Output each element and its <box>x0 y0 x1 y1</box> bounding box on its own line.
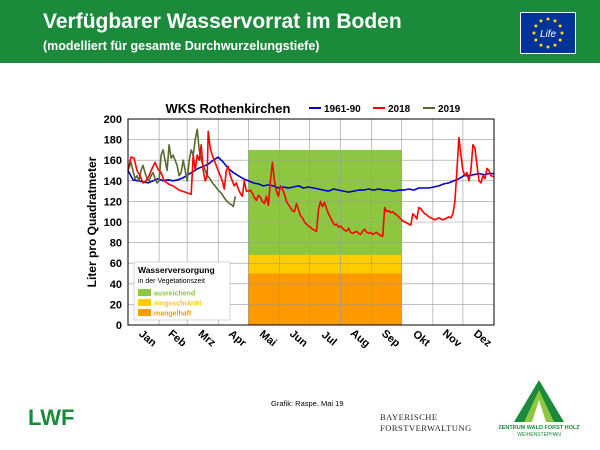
page-title: Verfügbarer Wasservorrat im Boden <box>43 10 402 33</box>
lwf-logo-text: LWF <box>28 405 74 429</box>
y-tick-label: 200 <box>104 114 122 126</box>
x-tick-label: Apr <box>226 328 249 350</box>
zentrum-wald-forst-holz-logo: ZENTRUM WALD FORST HOLZ WEIHENSTEPHAN <box>484 378 594 438</box>
supply-legend-swatch <box>138 289 151 296</box>
y-tick-label: 0 <box>116 320 122 332</box>
x-tick-label: Dez <box>471 328 494 350</box>
eu-star <box>534 38 538 42</box>
mountain-icon <box>514 380 564 422</box>
eu-life-logo: Life <box>520 12 576 54</box>
zentrum-line2: WEIHENSTEPHAN <box>517 432 561 438</box>
supply-legend-swatch <box>138 299 151 306</box>
eu-star <box>532 31 536 35</box>
bayern-line2: FORSTVERWALTUNG <box>380 423 472 433</box>
x-tick-label: Nov <box>440 327 464 350</box>
zone-eingeschränkt <box>248 254 402 274</box>
x-tick-label: Sep <box>379 328 402 350</box>
x-tick-label: Mai <box>257 328 279 349</box>
zone-mangelhaft <box>248 273 402 325</box>
y-tick-label: 60 <box>110 258 122 270</box>
series-line-1961-90 <box>127 156 494 193</box>
eu-star <box>560 31 564 35</box>
supply-legend-label: ausreichend <box>154 291 195 298</box>
eu-star <box>539 19 543 23</box>
chart-title: WKS Rothenkirchen <box>166 101 291 116</box>
eu-star <box>553 43 557 47</box>
eu-star <box>539 43 543 47</box>
eu-star <box>558 38 562 42</box>
x-tick-label: Jan <box>136 328 158 350</box>
x-tick-label: Jun <box>287 328 310 350</box>
series-line-2019 <box>127 128 237 208</box>
y-tick-label: 20 <box>110 299 122 311</box>
series-line-2018 <box>127 130 495 238</box>
zentrum-line1: ZENTRUM WALD FORST HOLZ <box>498 425 580 431</box>
x-tick-label: Okt <box>410 328 432 349</box>
supply-legend-swatch <box>138 309 151 316</box>
supply-legend-subtitle: in der Vegetationszeit <box>138 278 205 285</box>
x-tick-label: Feb <box>166 328 189 350</box>
x-tick-label: Aug <box>348 327 372 350</box>
eu-star <box>553 19 557 23</box>
supply-legend-label: eingeschränkt <box>154 301 202 308</box>
y-tick-label: 180 <box>104 135 122 147</box>
eu-star <box>546 17 550 21</box>
x-tick-label: Jul <box>319 329 339 348</box>
legend-label: 2018 <box>388 104 411 115</box>
plot-frame <box>127 118 495 326</box>
eu-star <box>546 45 550 49</box>
x-tick-label: Mrz <box>196 328 219 350</box>
y-tick-label: 120 <box>104 196 122 208</box>
legend-label: 1961-90 <box>324 104 361 115</box>
page-subtitle: (modelliert für gesamte Durchwurzelungst… <box>43 39 320 53</box>
y-tick-label: 40 <box>110 279 122 291</box>
y-tick-label: 100 <box>104 217 122 229</box>
supply-legend-title: Wasserversorgung <box>138 265 215 275</box>
eu-star <box>558 24 562 28</box>
eu-stars-icon: Life <box>532 17 564 49</box>
y-tick-label: 80 <box>110 238 122 250</box>
legend-label: 2019 <box>438 104 461 115</box>
graphic-credit: Grafik: Raspe, Mai 19 <box>271 399 344 408</box>
eu-star <box>534 24 538 28</box>
y-axis-label: Liter pro Quadratmeter <box>85 156 99 287</box>
eu-life-text: Life <box>540 29 557 40</box>
bayern-line1: BAYERISCHE <box>380 412 438 422</box>
header-banner: Verfügbarer Wasservorrat im Boden (model… <box>0 0 600 63</box>
bayerische-forstverwaltung-logo: BAYERISCHE FORSTVERWALTUNG <box>380 412 472 434</box>
lwf-logo: LWF <box>28 405 78 434</box>
y-tick-label: 160 <box>104 155 122 167</box>
supply-legend-label: mangelhaft <box>154 311 192 318</box>
y-tick-label: 140 <box>104 176 122 188</box>
